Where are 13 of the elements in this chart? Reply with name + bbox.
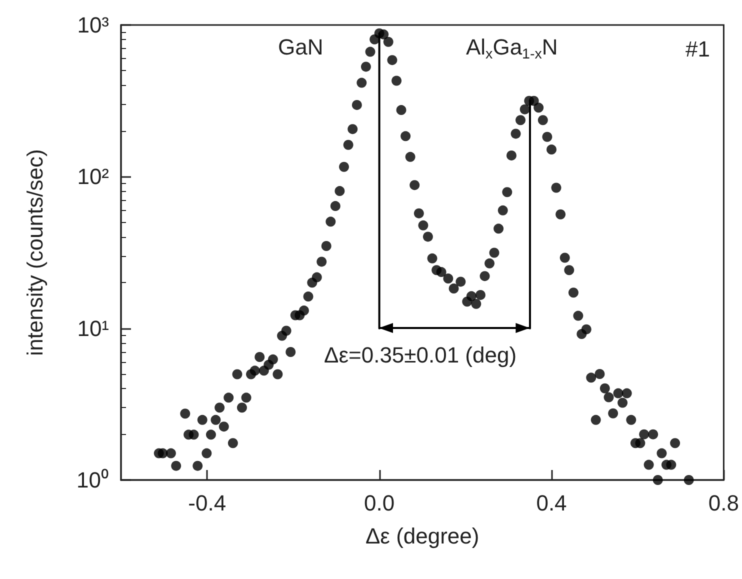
y-tick-label: 10² — [77, 164, 109, 190]
y-tick-label: 10¹ — [77, 316, 109, 341]
x-tick-label: 0.4 — [536, 490, 567, 516]
y-tick-label: 10⁰ — [76, 468, 109, 492]
x-axis-title: Δε (degree) — [365, 524, 480, 548]
x-tick-label: -0.4 — [188, 490, 226, 516]
x-tick-label: 0.0 — [364, 490, 395, 516]
y-tick-label: 10³ — [77, 12, 109, 38]
x-tick-label: 0.8 — [708, 490, 740, 516]
annotation: #1 — [686, 36, 710, 62]
annotation: GaN — [278, 34, 324, 60]
y-axis-title: intensity (counts/sec) — [22, 149, 48, 356]
annotation: Δε=0.35±0.01 (deg) — [324, 342, 517, 368]
